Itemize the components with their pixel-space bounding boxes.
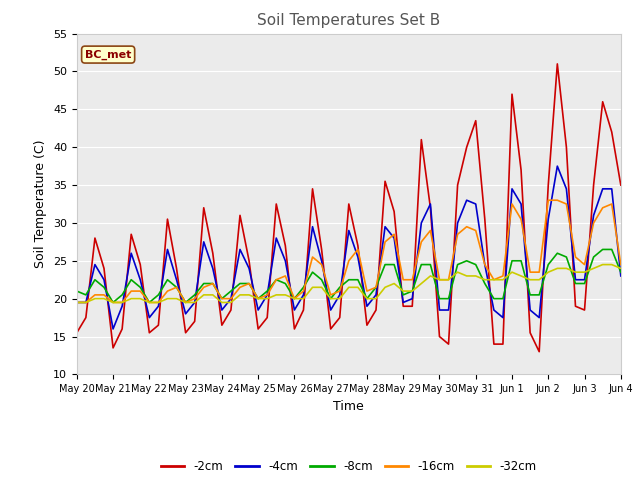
-8cm (109, 300, 117, 305)
-4cm (273, 235, 280, 241)
-4cm (372, 292, 380, 298)
-4cm (617, 273, 625, 279)
X-axis label: Time: Time (333, 400, 364, 413)
-16cm (617, 262, 625, 267)
-16cm (182, 300, 189, 305)
-2cm (399, 303, 407, 309)
-4cm (554, 163, 561, 169)
-8cm (372, 285, 380, 290)
-2cm (264, 315, 271, 321)
-4cm (191, 300, 198, 305)
-32cm (182, 300, 189, 305)
-32cm (363, 296, 371, 301)
Line: -8cm: -8cm (77, 250, 621, 302)
Line: -2cm: -2cm (77, 64, 621, 352)
-4cm (109, 326, 117, 332)
-2cm (563, 144, 570, 150)
-8cm (209, 281, 216, 287)
-4cm (563, 186, 570, 192)
-8cm (73, 288, 81, 294)
Line: -32cm: -32cm (77, 264, 621, 302)
-2cm (554, 61, 561, 67)
-2cm (363, 322, 371, 328)
-16cm (399, 277, 407, 283)
Legend: -2cm, -4cm, -8cm, -16cm, -32cm: -2cm, -4cm, -8cm, -16cm, -32cm (156, 455, 541, 478)
-8cm (408, 288, 416, 294)
-16cm (363, 288, 371, 294)
-8cm (617, 269, 625, 275)
Line: -4cm: -4cm (77, 166, 621, 329)
-2cm (617, 182, 625, 188)
-32cm (617, 265, 625, 271)
-16cm (264, 292, 271, 298)
-32cm (545, 269, 552, 275)
-8cm (273, 277, 280, 283)
-32cm (399, 288, 407, 294)
-16cm (545, 197, 552, 203)
-4cm (73, 300, 81, 305)
-2cm (200, 205, 207, 211)
-16cm (73, 300, 81, 305)
Text: BC_met: BC_met (85, 49, 131, 60)
Line: -16cm: -16cm (77, 200, 621, 302)
-8cm (599, 247, 607, 252)
-32cm (200, 292, 207, 298)
-32cm (599, 262, 607, 267)
-8cm (554, 251, 561, 256)
-32cm (73, 300, 81, 305)
-2cm (73, 330, 81, 336)
-2cm (182, 330, 189, 336)
Title: Soil Temperatures Set B: Soil Temperatures Set B (257, 13, 440, 28)
-4cm (209, 265, 216, 271)
-32cm (264, 296, 271, 301)
-2cm (535, 349, 543, 355)
-8cm (191, 292, 198, 298)
Y-axis label: Soil Temperature (C): Soil Temperature (C) (35, 140, 47, 268)
-16cm (200, 285, 207, 290)
-16cm (554, 197, 561, 203)
-4cm (408, 296, 416, 301)
